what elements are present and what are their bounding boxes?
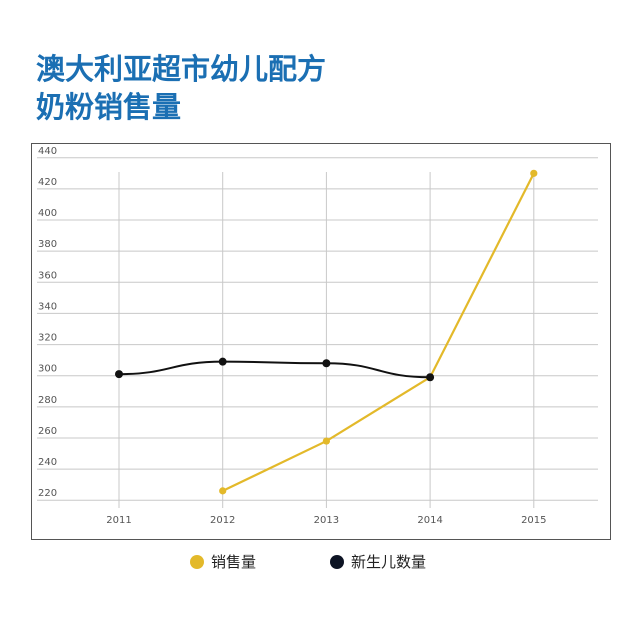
legend-label-newborns: 新生儿数量	[351, 553, 427, 571]
data-point-sales	[219, 487, 227, 495]
series-line-sales	[222, 172, 535, 492]
y-tick-label: 280	[38, 395, 57, 406]
y-tick-label: 360	[38, 270, 57, 281]
y-tick-label: 420	[38, 177, 57, 188]
y-tick-label: 220	[38, 488, 57, 499]
y-tick-label: 340	[38, 301, 57, 312]
x-tick-label: 2011	[106, 515, 131, 526]
legend-marker-newborns	[330, 554, 344, 569]
y-tick-label: 300	[38, 364, 57, 375]
y-tick-label: 400	[38, 208, 57, 219]
chart-title-line-2: 奶粉销售量	[36, 90, 182, 124]
data-point-newborns	[115, 370, 123, 379]
chart-title: 澳大利亚超市幼儿配方 奶粉销售量	[36, 50, 326, 126]
legend-label-sales: 销售量	[211, 553, 257, 571]
x-tick-label: 2015	[521, 515, 546, 526]
x-tick-label: 2012	[210, 515, 235, 526]
series-line-newborns	[118, 360, 431, 379]
legend-item-sales: 销售量	[190, 551, 256, 572]
y-tick-label: 260	[38, 426, 57, 437]
data-point-newborns	[426, 373, 435, 382]
y-tick-label: 380	[38, 239, 57, 250]
data-point-newborns	[218, 357, 227, 366]
chart-title-line-1: 澳大利亚超市幼儿配方	[36, 52, 327, 86]
legend-marker-sales	[190, 554, 204, 569]
y-tick-label: 440	[38, 146, 57, 157]
legend-item-newborns: 新生儿数量	[330, 551, 426, 572]
data-point-newborns	[322, 359, 331, 368]
x-tick-label: 2013	[314, 515, 339, 526]
data-point-sales	[530, 169, 538, 177]
chart-legend: 销售量 新生儿数量	[0, 551, 640, 573]
chart-frame	[31, 143, 611, 540]
y-tick-label: 320	[38, 333, 57, 344]
y-tick-label: 240	[38, 457, 57, 468]
data-point-sales	[322, 437, 330, 445]
x-tick-label: 2014	[417, 515, 442, 526]
